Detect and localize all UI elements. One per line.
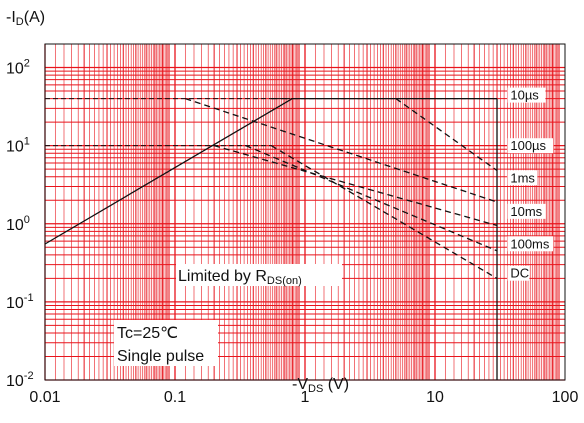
tc-label: Tc=25℃ <box>117 325 178 342</box>
curve-labels: 10µs 100µs 1ms 10ms 100ms DC <box>507 87 554 281</box>
x-tick-label: 10 <box>426 389 444 406</box>
series-line-100-s <box>185 97 498 203</box>
curve-label-10-s: 10µs <box>507 87 546 103</box>
curve-label-100ms: 100ms <box>507 236 554 252</box>
single-pulse-label: Single pulse <box>117 348 204 365</box>
series-group <box>44 97 498 380</box>
series-line-10ms <box>245 145 498 252</box>
x-tick-label: 1 <box>301 389 310 406</box>
series-line-limited-by-r <box>44 98 293 245</box>
curve-label-bg <box>507 170 538 186</box>
curve-label-bg <box>507 87 546 103</box>
curve-label-text: DC <box>510 266 529 281</box>
conditions-annotation: Tc=25℃ Single pulse <box>114 320 218 366</box>
rds-annotation: Limited by RDS(on) <box>176 264 342 287</box>
curve-label-10ms: 10ms <box>507 203 546 219</box>
curve-label-100-s: 100µs <box>507 138 554 154</box>
curve-label-bg <box>507 265 530 281</box>
y-axis-label: -ID(A) <box>6 9 45 28</box>
curve-label-text: 100ms <box>510 236 550 251</box>
x-tick-labels: 0.01 0.1 1 10 100 <box>29 389 578 406</box>
curve-label-bg <box>507 236 554 252</box>
y-tick-label: 100 <box>6 214 30 234</box>
curve-label-text: 10ms <box>510 204 542 219</box>
series-line-1ms <box>213 144 498 227</box>
x-tick-label: 0.1 <box>164 389 186 406</box>
y-tick-label: 102 <box>6 58 30 78</box>
rds-label: Limited by RDS(on) <box>178 268 302 287</box>
curve-label-text: 100µs <box>510 138 546 153</box>
plot-frame <box>44 43 566 381</box>
series-line-10-s <box>395 98 498 172</box>
y-tick-label: 10-2 <box>6 370 34 390</box>
series-line-100ms <box>270 145 498 279</box>
curve-label-text: 1ms <box>510 170 535 185</box>
curve-label-dc: DC <box>507 265 530 281</box>
curve-label-text: 10µs <box>510 88 539 103</box>
curve-label-1ms: 1ms <box>507 170 538 186</box>
curve-label-bg <box>507 138 554 154</box>
x-axis-label: -VDS (V) <box>292 376 349 395</box>
y-tick-label: 10-1 <box>6 292 34 312</box>
y-tick-label: 101 <box>6 136 30 156</box>
x-tick-label: 100 <box>552 389 579 406</box>
x-tick-label: 0.01 <box>29 389 60 406</box>
curve-label-bg <box>507 203 546 219</box>
y-tick-labels: 10-2 10-1 100 101 102 <box>6 58 34 390</box>
